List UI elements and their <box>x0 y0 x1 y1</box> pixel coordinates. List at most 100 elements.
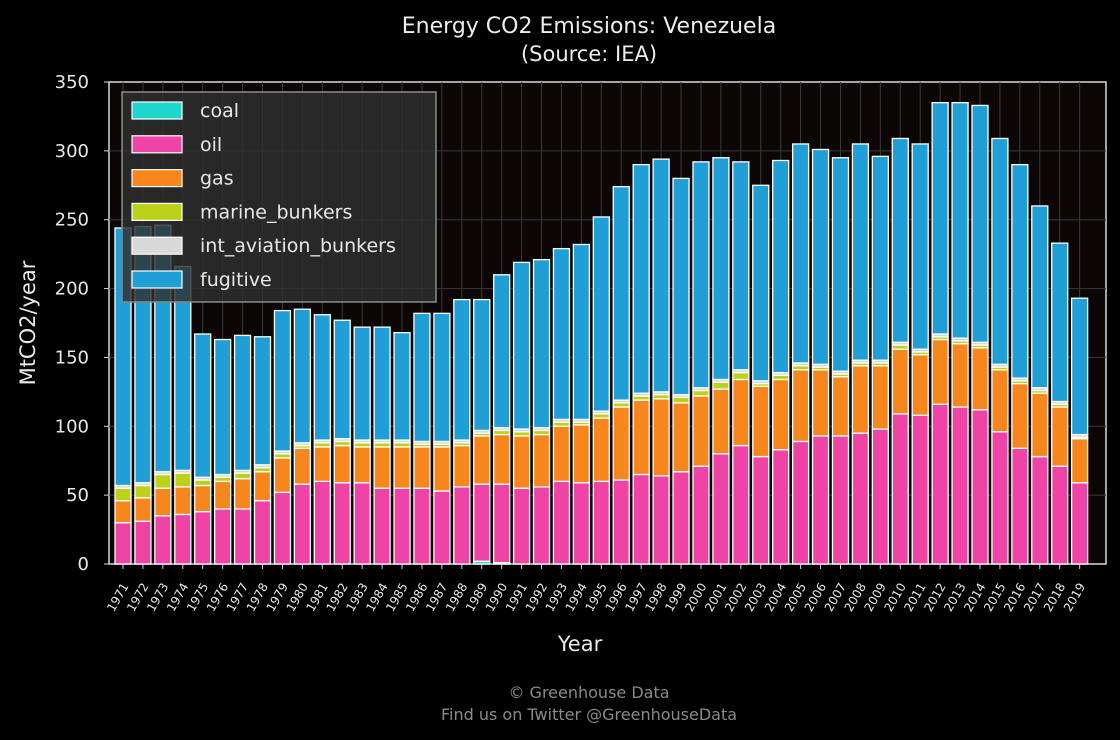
bar-segment-oil-1985 <box>393 487 411 565</box>
bar-segment-oil-1991 <box>512 487 531 565</box>
bar-segment-marine_bunkers-1975 <box>194 479 212 487</box>
bar-segment-oil-2005 <box>791 440 810 565</box>
bar-segment-gas-2019 <box>1070 438 1089 484</box>
bar-segment-oil-1995 <box>592 480 610 565</box>
bar-segment-marine_bunkers-1972 <box>134 484 152 499</box>
bar-segment-oil-1972 <box>134 520 152 565</box>
bar-segment-gas-1976 <box>213 480 232 510</box>
bar-segment-gas-1982 <box>333 444 351 484</box>
bar-segment-fugitive-1979 <box>273 309 292 452</box>
bar-segment-gas-1972 <box>134 497 152 522</box>
bar-segment-oil-1990 <box>493 483 511 564</box>
bar-segment-fugitive-1987 <box>433 312 451 443</box>
bar-segment-gas-2003 <box>752 385 770 458</box>
bar-segment-oil-1984 <box>373 487 391 565</box>
bar-segment-fugitive-2014 <box>971 104 989 343</box>
bar-segment-fugitive-2005 <box>791 143 810 364</box>
bar-segment-marine_bunkers-2000 <box>692 389 710 397</box>
y-tick-label: 150 <box>55 347 89 368</box>
bar-segment-oil-1973 <box>154 515 172 565</box>
bar-segment-oil-1986 <box>413 487 431 565</box>
bar-segment-gas-1971 <box>114 500 132 524</box>
bar-segment-gas-1987 <box>433 446 451 492</box>
bar-segment-oil-2007 <box>831 435 850 565</box>
bar-segment-oil-2016 <box>1011 447 1029 565</box>
bar-segment-oil-2010 <box>891 413 909 565</box>
bar-segment-gas-1999 <box>672 402 690 473</box>
y-tick-label: 350 <box>55 72 89 93</box>
bar-segment-gas-2008 <box>851 365 870 434</box>
y-tick-label: 100 <box>55 416 89 437</box>
bar-segment-fugitive-2004 <box>772 159 790 374</box>
bar-segment-oil-2004 <box>772 449 790 565</box>
bar-segment-oil-1971 <box>114 522 132 565</box>
bar-segment-gas-2000 <box>692 395 710 467</box>
bar-segment-oil-2018 <box>1051 465 1069 565</box>
bar-segment-fugitive-2007 <box>831 157 850 372</box>
bar-segment-gas-2015 <box>991 369 1009 433</box>
bar-segment-fugitive-1992 <box>532 259 551 429</box>
y-axis-label: MtCO2/year <box>16 260 40 385</box>
bar-segment-fugitive-1977 <box>233 334 252 472</box>
bar-segment-gas-2007 <box>831 376 850 437</box>
bar-segment-oil-1981 <box>313 480 331 565</box>
bar-segment-oil-1977 <box>233 508 252 565</box>
bar-segment-oil-2014 <box>971 409 989 565</box>
bar-segment-oil-1999 <box>672 471 690 565</box>
bar-segment-oil-2019 <box>1070 482 1089 565</box>
bar-segment-fugitive-1975 <box>194 333 212 478</box>
legend-label-fugitive: fugitive <box>200 269 272 291</box>
bar-segment-oil-1998 <box>652 475 670 565</box>
bar-segment-fugitive-1982 <box>333 319 351 440</box>
bar-segment-oil-1976 <box>213 508 232 565</box>
bar-segment-gas-1990 <box>493 433 511 485</box>
bar-segment-oil-1987 <box>433 490 451 565</box>
bar-segment-gas-2009 <box>871 365 889 430</box>
bar-segment-oil-2002 <box>732 444 750 565</box>
bar-segment-fugitive-1983 <box>353 326 371 441</box>
legend-label-int_aviation_bunkers: int_aviation_bunkers <box>200 235 396 257</box>
bar-segment-fugitive-2016 <box>1011 163 1029 379</box>
bar-segment-oil-1979 <box>273 491 292 565</box>
bar-segment-fugitive-1996 <box>612 186 630 401</box>
bar-segment-gas-1980 <box>293 447 312 485</box>
bar-segment-oil-1983 <box>353 482 371 565</box>
footer-copyright: © Greenhouse Data <box>508 683 669 702</box>
bar-segment-fugitive-2003 <box>752 184 770 382</box>
bar-segment-gas-1973 <box>154 487 172 517</box>
bar-segment-gas-1989 <box>473 435 491 485</box>
bar-segment-fugitive-2018 <box>1051 242 1069 403</box>
bar-segment-gas-2018 <box>1051 406 1069 467</box>
legend-swatch-marine_bunkers <box>131 202 183 221</box>
bar-segment-oil-1997 <box>632 473 650 565</box>
bar-segment-fugitive-1991 <box>512 261 531 430</box>
bar-segment-gas-1997 <box>632 399 650 476</box>
bar-segment-oil-2008 <box>851 432 870 565</box>
bar-segment-gas-2005 <box>791 369 810 443</box>
footer-twitter: Find us on Twitter @GreenhouseData <box>441 705 737 724</box>
bar-segment-fugitive-1995 <box>592 216 610 412</box>
bar-segment-gas-1992 <box>532 433 551 488</box>
bar-segment-oil-2013 <box>951 406 969 565</box>
bar-segment-gas-1995 <box>592 417 610 483</box>
bar-segment-marine_bunkers-2002 <box>732 371 750 381</box>
bar-segment-fugitive-2009 <box>871 155 889 361</box>
bar-segment-fugitive-1986 <box>413 312 431 443</box>
bar-segment-fugitive-2019 <box>1070 297 1089 436</box>
bar-segment-gas-1978 <box>253 471 272 502</box>
bar-segment-gas-1994 <box>572 424 591 484</box>
bar-segment-gas-1998 <box>652 398 670 477</box>
y-tick-label: 200 <box>55 279 89 300</box>
bar-segment-oil-2012 <box>931 403 949 565</box>
bar-segment-gas-2004 <box>772 378 790 451</box>
bar-segment-fugitive-2000 <box>692 161 710 389</box>
bar-segment-fugitive-1989 <box>473 298 491 432</box>
legend: coal oil gas marine_bunkers int_aviation_bun… <box>121 91 437 303</box>
legend-swatch-coal <box>131 101 183 120</box>
y-tick-label: 300 <box>55 141 89 162</box>
bar-segment-oil-2017 <box>1031 455 1049 565</box>
bar-segment-fugitive-2001 <box>712 157 730 381</box>
bar-segment-gas-2001 <box>712 388 730 455</box>
bar-segment-gas-2012 <box>931 338 949 405</box>
